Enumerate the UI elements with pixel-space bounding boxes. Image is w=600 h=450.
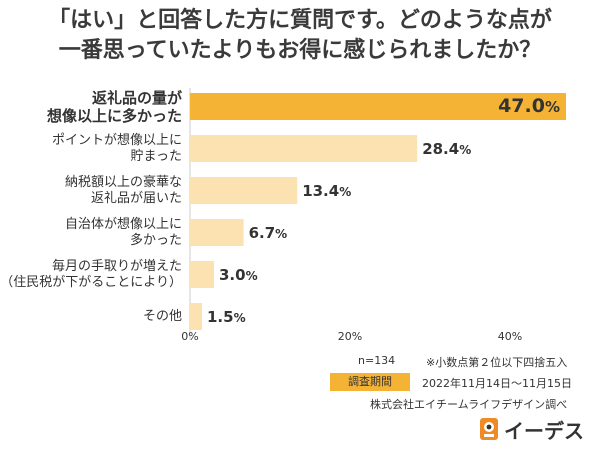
sample-size: n=134 (358, 354, 396, 367)
category-label-line: 想像以上に多かった (46, 106, 182, 125)
title-line-1: 「はい」と回答した方に質問です。どのような点が (48, 8, 552, 33)
category-label: その他 (143, 309, 182, 325)
category-label: 納税額以上の豪華な 返礼品が届いた (65, 175, 182, 207)
value-label: 1.5% (207, 308, 246, 326)
x-tick-label: 40% (497, 330, 523, 343)
category-label-line: 返礼品の量が (91, 88, 182, 107)
value-suffix: % (544, 98, 560, 116)
bar (190, 261, 214, 288)
value-suffix: % (275, 227, 288, 241)
category-label-line: ポイントが想像以上に (51, 132, 182, 148)
value-number: 6.7 (248, 224, 276, 242)
bar (190, 135, 418, 162)
rounding-note: ※小数点第２位以下四捨五入 (426, 356, 568, 369)
category-label-line: 貯まった (130, 148, 182, 164)
category-label-line: 納税額以上の豪華な (64, 174, 182, 190)
survey-period-badge: 調査期間 (330, 373, 410, 391)
category-label: 自治体が想像以上に 多かった (65, 217, 182, 249)
title-line-2: 一番思っていたよりもお得に感じられましたか？ (58, 38, 542, 63)
bar-chart (189, 88, 566, 340)
value-suffix: % (459, 143, 472, 157)
logo-text: イーデス (504, 418, 584, 443)
survey-period: 2022年11月14日〜11月15日 (422, 377, 572, 390)
x-tick-label: 0% (181, 330, 199, 343)
bar (190, 93, 566, 120)
value-label: 6.7% (249, 224, 288, 242)
value-suffix: % (245, 269, 258, 283)
value-suffix: % (339, 185, 352, 199)
category-label-line: 返礼品が届いた (90, 190, 182, 206)
value-label: 28.4% (422, 140, 471, 158)
chart-title: 「はい」と回答した方に質問です。どのような点が 一番思っていたよりもお得に感じら… (0, 6, 600, 66)
value-number: 13.4 (302, 182, 340, 200)
bar (190, 177, 298, 204)
bar (190, 219, 244, 246)
value-label: 3.0% (219, 266, 258, 284)
category-label-line: その他 (142, 308, 182, 324)
bar (190, 303, 202, 330)
value-label: 47.0% (498, 95, 560, 117)
category-label: 毎月の手取りが増えた （住民税が下がることにより） (0, 259, 182, 291)
value-label: 13.4% (302, 182, 351, 200)
logo: イーデス (478, 414, 584, 444)
value-number: 3.0 (219, 266, 246, 284)
category-label-line: 多かった (129, 232, 182, 248)
category-label-line: （住民税が下がることにより） (0, 274, 182, 290)
category-label: ポイントが想像以上に 貯まった (52, 133, 182, 165)
value-number: 47.0 (498, 95, 545, 117)
value-number: 28.4 (422, 140, 460, 158)
category-label-line: 毎月の手取りが増えた (51, 258, 182, 274)
category-label: 返礼品の量が 想像以上に多かった (47, 89, 182, 125)
value-number: 1.5 (207, 308, 234, 326)
edes-logo-icon (480, 418, 498, 440)
source-note: 株式会社エイチームライフデザイン調べ (370, 398, 568, 411)
x-tick-label: 20% (337, 330, 363, 343)
category-label-line: 自治体が想像以上に (64, 216, 182, 232)
value-suffix: % (233, 311, 246, 325)
